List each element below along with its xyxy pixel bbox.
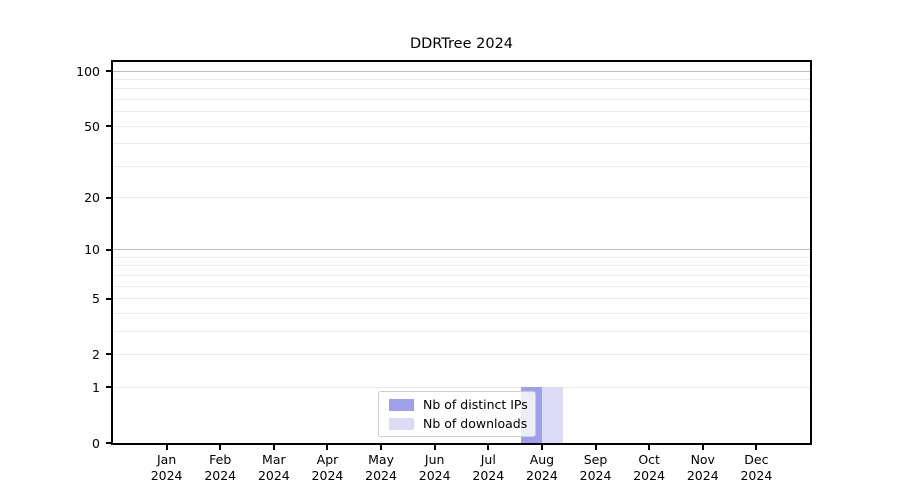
x-tick-label: Nov 2024	[671, 452, 735, 483]
legend: Nb of distinct IPs Nb of downloads	[378, 391, 536, 437]
y-tick-mark	[106, 70, 111, 73]
bar-downloads	[541, 387, 563, 443]
y-tick-label: 100	[76, 63, 100, 79]
y-tick-label: 20	[84, 190, 100, 206]
x-tick-label: Jul 2024	[456, 452, 520, 483]
gridline-minor	[113, 274, 810, 276]
x-tick-year: 2024	[365, 467, 397, 483]
x-tick-month: Jun	[424, 452, 445, 467]
gridline-minor	[113, 143, 810, 145]
x-tick-month: Dec	[744, 452, 769, 467]
x-tick-month: Sep	[583, 452, 608, 467]
x-tick-label: Jun 2024	[403, 452, 467, 483]
x-tick-label: Mar 2024	[242, 452, 306, 483]
gridline-minor	[113, 257, 810, 258]
x-tick-month: Mar	[262, 452, 286, 467]
x-tick-month: Feb	[209, 452, 232, 467]
x-tick-year: 2024	[740, 467, 773, 483]
x-tick-month: Aug	[529, 452, 555, 467]
gridline-minor	[113, 125, 810, 127]
y-tick-label: 10	[84, 242, 100, 258]
gridline-minor	[113, 386, 810, 388]
x-tick-mark	[433, 445, 436, 450]
y-tick-mark	[106, 196, 111, 199]
x-tick-year: 2024	[150, 467, 183, 483]
x-tick-year: 2024	[472, 467, 505, 483]
x-tick-mark	[540, 445, 543, 450]
x-tick-year: 2024	[579, 467, 612, 483]
x-tick-mark	[272, 445, 275, 450]
legend-label-distinct-ips: Nb of distinct IPs	[423, 396, 528, 412]
gridline-minor	[113, 111, 810, 113]
x-tick-month: Apr	[316, 452, 339, 467]
x-tick-mark	[326, 445, 329, 450]
y-tick-label: 0	[92, 435, 100, 451]
x-tick-mark	[755, 445, 758, 450]
gridline-minor	[113, 197, 810, 199]
gridline-minor	[113, 265, 810, 267]
x-tick-year: 2024	[311, 467, 344, 483]
legend-swatch-downloads	[389, 417, 414, 430]
x-tick-mark	[648, 445, 651, 450]
gridline-minor	[113, 330, 810, 332]
x-tick-year: 2024	[686, 467, 719, 483]
gridline-minor	[113, 285, 810, 287]
x-tick-month: Oct	[638, 452, 660, 467]
legend-entry-downloads: Nb of downloads	[389, 416, 527, 432]
x-tick-mark	[701, 445, 704, 450]
legend-swatch-distinct-ips	[389, 398, 414, 411]
x-tick-year: 2024	[257, 467, 290, 483]
gridline-major	[113, 70, 810, 72]
x-tick-label: Feb 2024	[188, 452, 252, 483]
y-tick-label: 5	[92, 291, 100, 307]
gridline-minor	[113, 88, 810, 90]
gridline-minor	[113, 99, 810, 101]
x-tick-label: May 2024	[349, 452, 413, 483]
x-tick-year: 2024	[633, 467, 666, 483]
y-tick-mark	[106, 353, 111, 356]
gridline-minor	[113, 79, 810, 81]
y-tick-label: 50	[84, 118, 100, 134]
y-tick-label: 2	[92, 346, 100, 362]
y-tick-label: 1	[92, 379, 100, 395]
y-tick-mark	[106, 442, 111, 444]
legend-entry-distinct-ips: Nb of distinct IPs	[389, 396, 528, 413]
x-tick-mark	[594, 445, 597, 450]
x-tick-label: Apr 2024	[295, 452, 359, 483]
x-tick-year: 2024	[418, 467, 451, 483]
x-tick-year: 2024	[204, 467, 237, 483]
x-tick-mark	[165, 445, 168, 450]
x-tick-label: Sep 2024	[564, 452, 628, 483]
gridline-minor	[113, 353, 810, 355]
x-tick-label: Dec 2024	[724, 452, 788, 483]
y-tick-mark	[106, 297, 111, 300]
gridline-major	[113, 249, 810, 251]
x-tick-month: Jul	[480, 452, 496, 467]
gridline-minor	[113, 312, 810, 314]
x-tick-month: Nov	[690, 452, 715, 467]
x-tick-month: May	[368, 452, 394, 467]
x-tick-month: Jan	[156, 452, 177, 467]
chart-title: DDRTree 2024	[409, 36, 514, 52]
x-tick-label: Aug 2024	[510, 452, 574, 483]
legend-label-downloads: Nb of downloads	[423, 415, 528, 431]
y-tick-mark	[106, 125, 111, 128]
x-tick-mark	[487, 445, 490, 450]
x-tick-label: Oct 2024	[617, 452, 681, 483]
x-tick-year: 2024	[526, 467, 558, 483]
x-tick-mark	[380, 445, 383, 450]
y-tick-mark	[106, 248, 111, 251]
gridline-minor	[113, 165, 810, 167]
x-tick-label: Jan 2024	[135, 452, 199, 483]
y-tick-mark	[106, 386, 111, 389]
gridline-minor	[113, 298, 810, 300]
x-tick-mark	[219, 445, 222, 450]
